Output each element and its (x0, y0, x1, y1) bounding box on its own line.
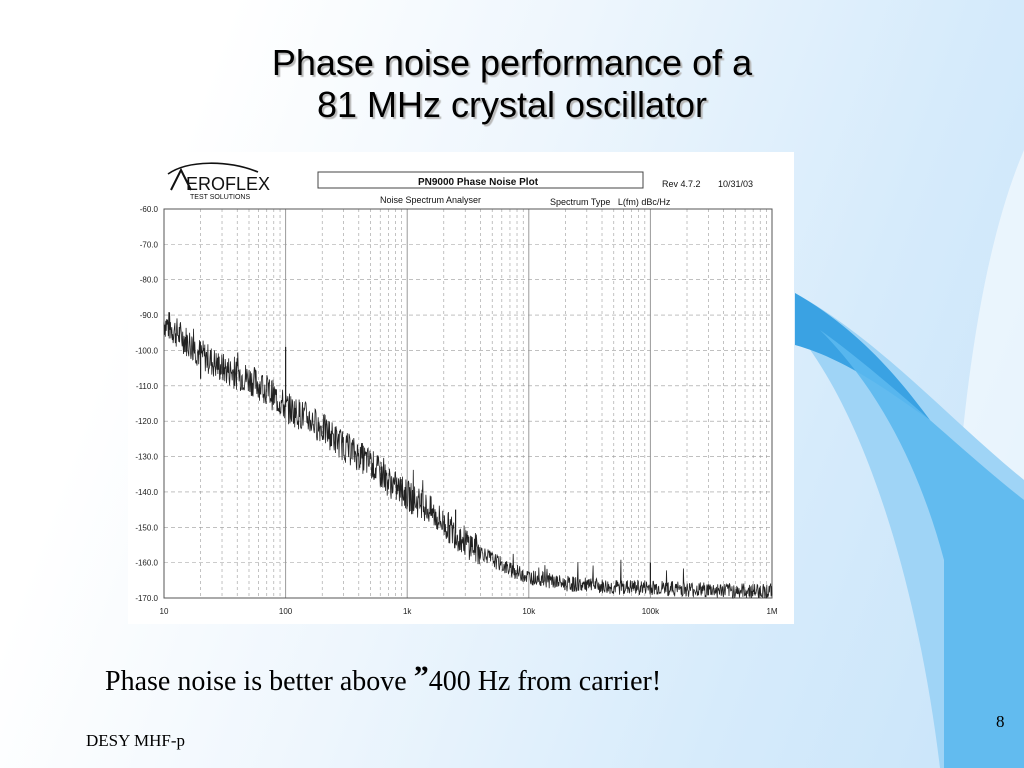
y-tick-label: -140.0 (135, 488, 158, 497)
page-number: 8 (996, 712, 1005, 731)
analyser-label: Noise Spectrum Analyser (380, 195, 481, 205)
slide-title: Phase noise performance of a 81 MHz crys… (0, 42, 1024, 126)
caption-text-after: 400 Hz from carrier! (428, 666, 662, 697)
y-tick-label: -170.0 (135, 594, 158, 603)
y-tick-label: -60.0 (140, 205, 159, 214)
plot-title-box (317, 171, 644, 189)
y-tick-label: -160.0 (135, 559, 158, 568)
slide-title-line-1: Phase noise performance of a (271, 42, 753, 83)
x-tick-label: 1k (403, 607, 412, 616)
y-tick-label: -120.0 (135, 417, 158, 426)
phase-noise-plot-figure: EROFLEX TEST SOLUTIONS PN9000 Phase Nois… (128, 152, 794, 624)
caption-text-before: Phase noise is better above (105, 666, 414, 697)
x-tick-label: 10 (160, 607, 169, 616)
date-label: 10/31/03 (718, 179, 753, 189)
spectrum-type-label: Spectrum Type L(fm) dBc/Hz (550, 197, 671, 207)
plot-frame (163, 208, 773, 599)
caption: Phase noise is better above ”400 Hz from… (105, 660, 661, 698)
x-tick-label: 100 (279, 607, 293, 616)
x-tick-label: 10k (522, 607, 536, 616)
logo-subtext: TEST SOLUTIONS (190, 194, 250, 201)
slide-title-line-2: 81 MHz crystal oscillator (316, 84, 708, 125)
y-tick-label: -100.0 (135, 346, 158, 355)
y-tick-label: -70.0 (140, 240, 159, 249)
revision-label: Rev 4.7.2 (662, 179, 701, 189)
x-tick-label: 100k (642, 607, 660, 616)
y-tick-label: -90.0 (140, 311, 159, 320)
y-tick-label: -80.0 (140, 276, 159, 285)
x-tick-label: 1M (766, 607, 777, 616)
plot-title: PN9000 Phase Noise Plot (418, 177, 539, 188)
aeroflex-logo: EROFLEX TEST SOLUTIONS (167, 162, 270, 201)
y-tick-label: -130.0 (135, 453, 158, 462)
footer-text: DESY MHF-p (86, 731, 186, 750)
y-tick-label: -110.0 (136, 382, 159, 391)
phase-noise-trace (163, 312, 773, 600)
phase-noise-chart: EROFLEX TEST SOLUTIONS PN9000 Phase Nois… (135, 162, 778, 616)
logo-text: EROFLEX (186, 174, 270, 194)
caption-quote-mark: ” (413, 660, 429, 693)
y-tick-label: -150.0 (135, 523, 158, 532)
